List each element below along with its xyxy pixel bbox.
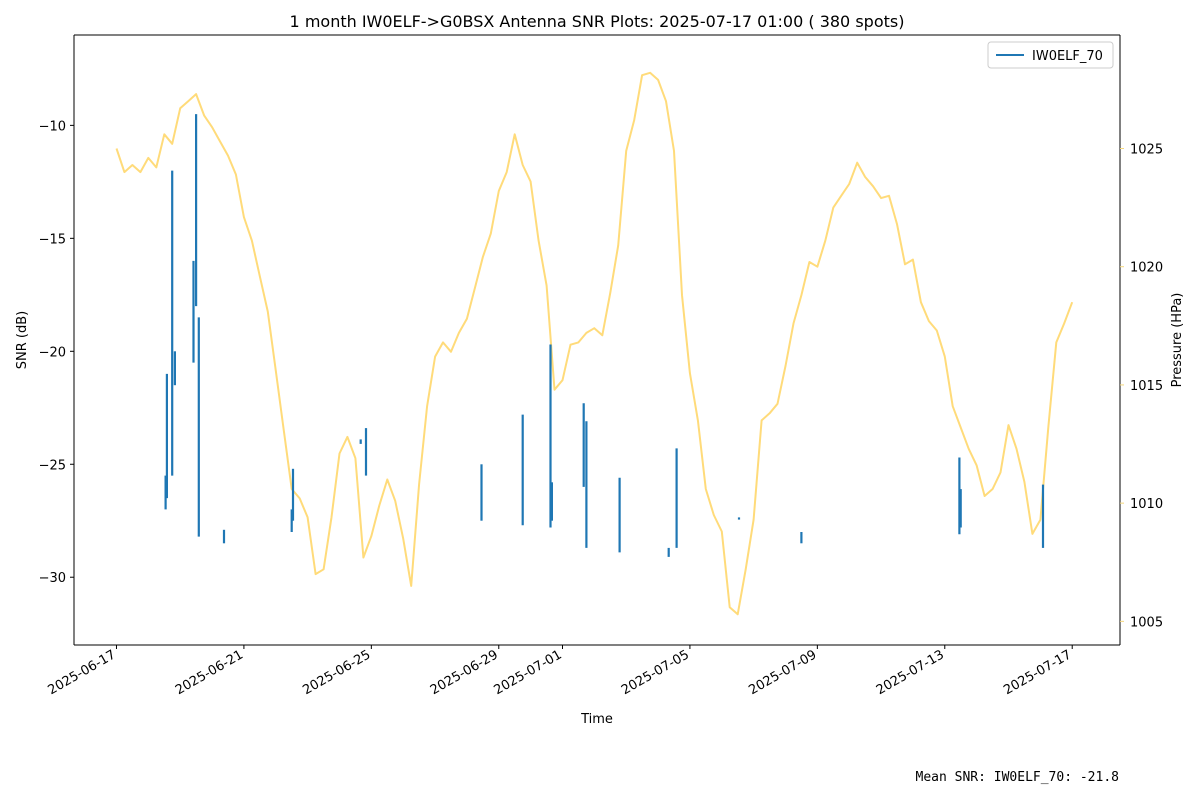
- legend-label-iw0elf-70: IW0ELF_70: [1032, 49, 1103, 64]
- chart-title: 1 month IW0ELF->G0BSX Antenna SNR Plots:…: [290, 12, 905, 31]
- pressure-line: [115, 71, 1074, 616]
- y2-tick-label: 1010: [1130, 497, 1163, 512]
- y-tick-label: −10: [39, 119, 66, 134]
- y-tick-label: −25: [39, 458, 66, 473]
- y2-tick-label: 1020: [1130, 261, 1163, 276]
- y2-tick-label: 1015: [1130, 379, 1163, 394]
- y-tick-label: −20: [39, 345, 66, 360]
- legend-box: [987, 41, 1114, 69]
- legend: IW0ELF_70: [987, 41, 1114, 69]
- y2-tick-label: 1005: [1130, 615, 1163, 630]
- y-tick-label: −30: [39, 571, 66, 586]
- x-axis-label: Time: [580, 712, 613, 727]
- y2-tick-label: 1025: [1130, 142, 1163, 157]
- y-axis-label: SNR (dB): [15, 311, 30, 369]
- y-tick-label: −15: [39, 232, 66, 247]
- y2-axis-label: Pressure (HPa): [1170, 293, 1185, 388]
- plot-series-layer: [115, 71, 1074, 616]
- mean-snr-footer: Mean SNR: IW0ELF_70: -21.8: [916, 770, 1120, 785]
